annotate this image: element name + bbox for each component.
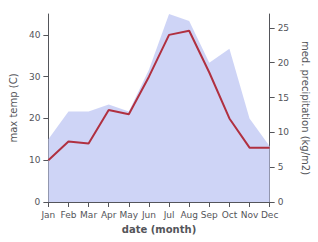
svg-text:date (month): date (month) [122, 224, 196, 235]
svg-text:Sep: Sep [201, 210, 218, 220]
svg-text:20: 20 [278, 58, 290, 68]
svg-text:med. precipitation (kg/m2): med. precipitation (kg/m2) [300, 41, 311, 175]
svg-text:10: 10 [278, 127, 290, 137]
svg-text:25: 25 [278, 23, 289, 33]
svg-text:30: 30 [29, 72, 41, 82]
svg-text:Jul: Jul [163, 210, 175, 220]
svg-text:Oct: Oct [222, 210, 238, 220]
svg-text:15: 15 [278, 93, 289, 103]
svg-text:Dec: Dec [261, 210, 278, 220]
svg-text:5: 5 [278, 162, 284, 172]
svg-text:40: 40 [29, 30, 41, 40]
svg-text:0: 0 [278, 197, 284, 207]
svg-text:0: 0 [35, 197, 41, 207]
svg-text:Apr: Apr [101, 210, 117, 220]
svg-text:Feb: Feb [61, 210, 77, 220]
svg-text:20: 20 [29, 113, 41, 123]
svg-text:Jun: Jun [141, 210, 156, 220]
svg-text:Mar: Mar [80, 210, 97, 220]
svg-text:Jan: Jan [40, 210, 55, 220]
svg-text:10: 10 [29, 155, 41, 165]
svg-text:Aug: Aug [180, 210, 198, 220]
svg-text:Nov: Nov [241, 210, 259, 220]
svg-text:May: May [120, 210, 139, 220]
svg-text:max temp (C): max temp (C) [8, 73, 19, 142]
